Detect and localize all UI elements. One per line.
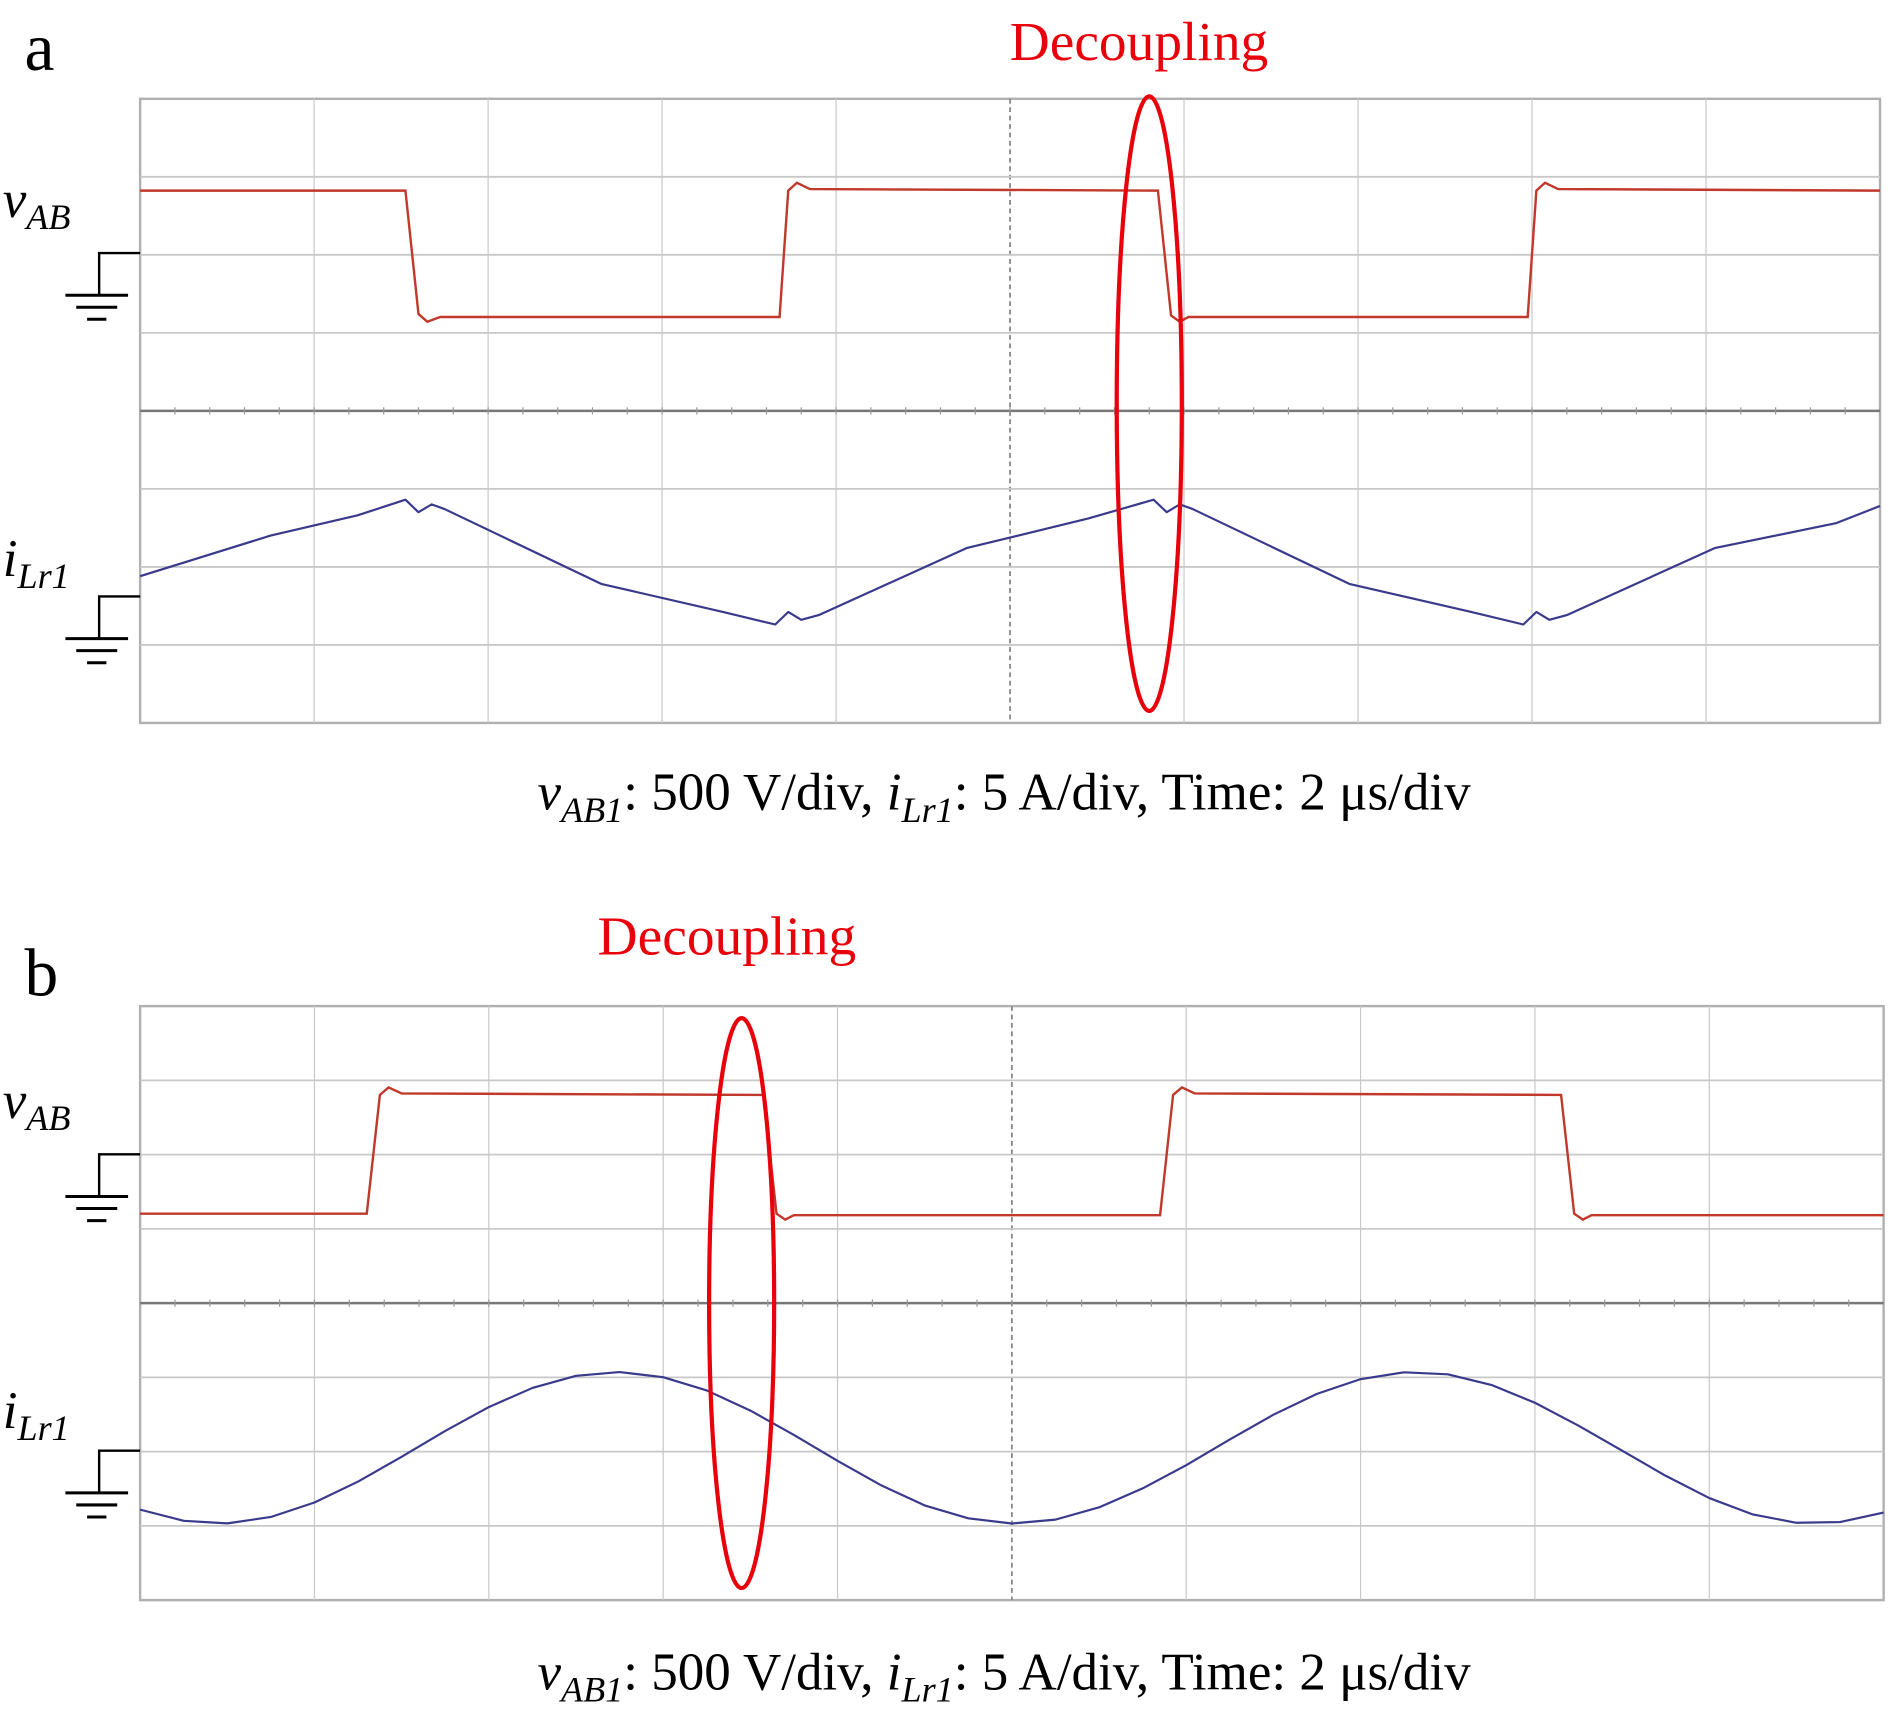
decoupling-ellipse xyxy=(1114,94,1184,714)
trace-vab xyxy=(140,1086,1884,1222)
trace-ilr1 xyxy=(139,1370,1884,1525)
annotation-decoupling-b: Decoupling xyxy=(598,905,857,966)
caption-a: vAB1: 500 V/div, iLr1: 5 A/div, Time: 2 … xyxy=(538,764,1472,830)
ground-lead xyxy=(97,595,141,639)
ground-lead xyxy=(97,1153,141,1197)
grid xyxy=(138,97,1882,725)
trace-ilr1 xyxy=(139,498,1881,626)
trace-vab xyxy=(140,181,1881,324)
ground-marker-current xyxy=(65,1449,141,1519)
grid xyxy=(138,1004,1885,1602)
label-vab-b: vAB xyxy=(3,1072,71,1138)
ground-marker-voltage xyxy=(65,1153,141,1223)
label-ilr1-a: iLr1 xyxy=(3,530,70,596)
panel-label-a: a xyxy=(24,10,54,85)
label-vab-a: vAB xyxy=(3,171,71,237)
panel-b: b Decoupling vAB iLr1 vAB1: 500 V/div, i… xyxy=(3,905,1885,1709)
annotation-decoupling-a: Decoupling xyxy=(1010,11,1269,72)
panel-label-b: b xyxy=(24,935,58,1010)
caption-b: vAB1: 500 V/div, iLr1: 5 A/div, Time: 2 … xyxy=(538,1643,1472,1709)
ground-lead xyxy=(97,1449,141,1493)
label-ilr1-b: iLr1 xyxy=(3,1382,70,1448)
ground-lead xyxy=(97,251,141,296)
ground-marker-voltage xyxy=(65,251,141,321)
ground-marker-current xyxy=(65,595,141,665)
decoupling-ellipse xyxy=(706,1016,777,1591)
panel-a: a Decoupling vAB iLr1 vAB1: 500 V/div, i… xyxy=(3,10,1882,830)
